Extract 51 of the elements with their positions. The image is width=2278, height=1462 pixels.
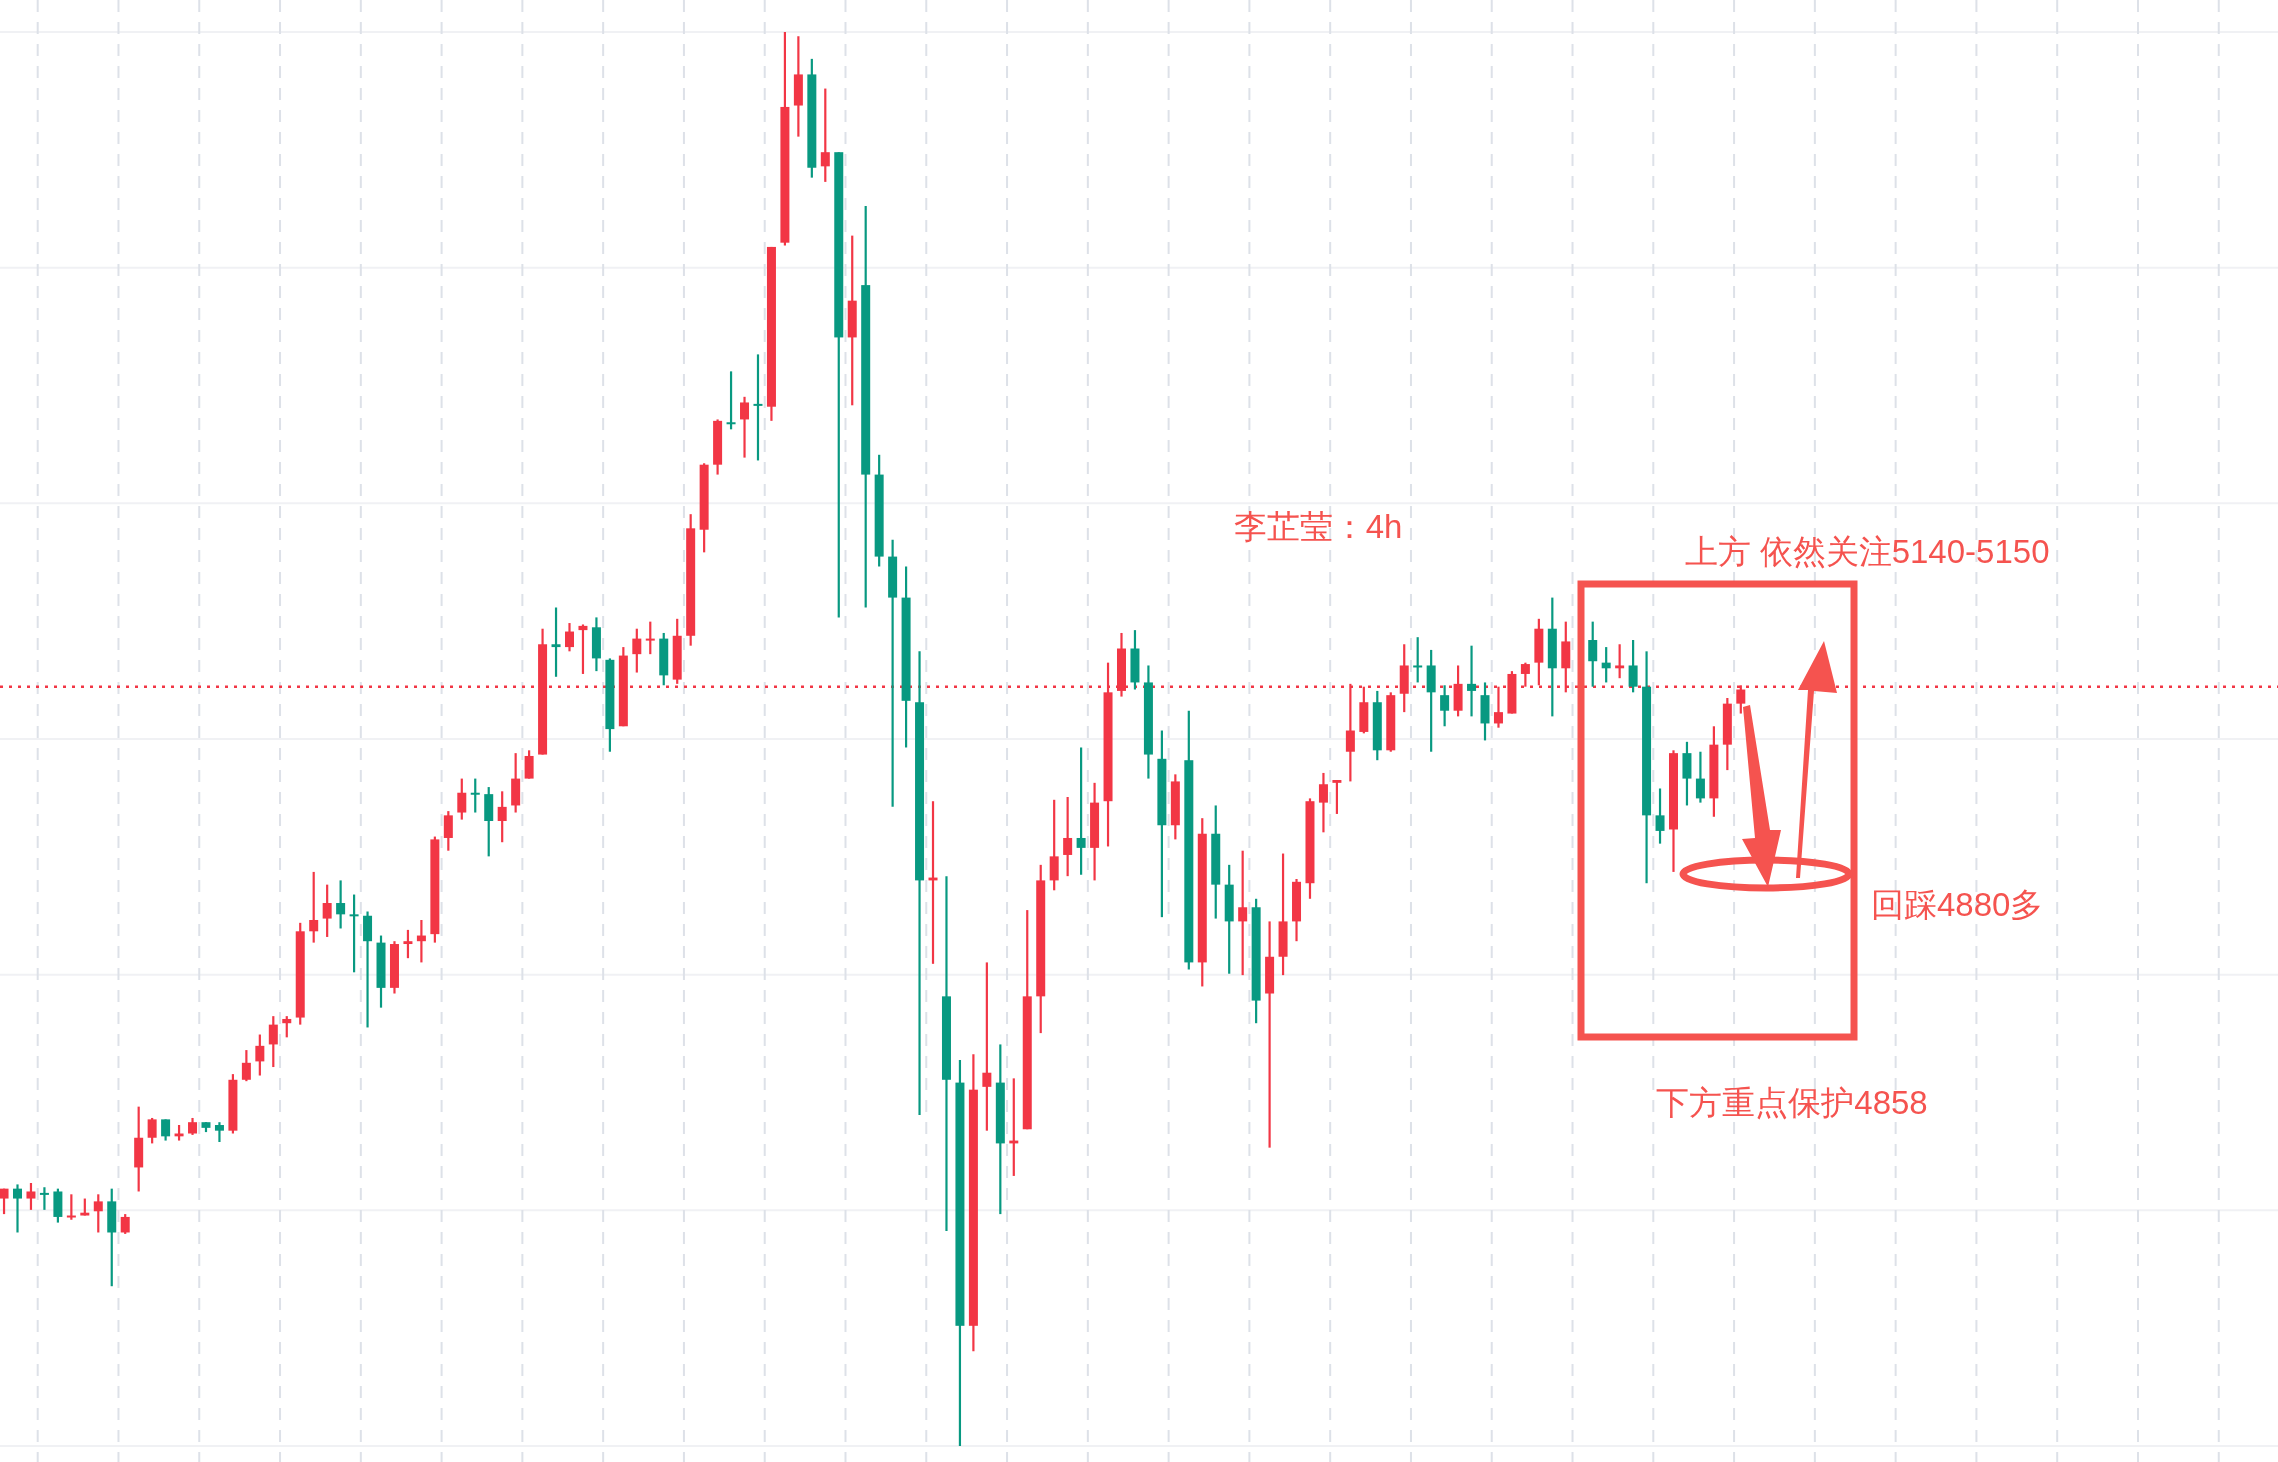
candlestick	[457, 777, 467, 821]
annotation: 李芷莹：4h	[1233, 508, 1403, 545]
candlestick	[1413, 636, 1423, 684]
candlestick	[93, 1193, 103, 1234]
candlestick	[13, 1183, 22, 1234]
candlestick	[255, 1033, 265, 1077]
candlestick	[982, 961, 992, 1132]
candlestick	[578, 623, 588, 676]
candlestick	[1695, 750, 1705, 804]
candlestick	[632, 627, 642, 674]
candlestick	[645, 620, 655, 656]
candlestick	[403, 928, 413, 960]
candlestick	[214, 1121, 224, 1144]
candlestick	[820, 87, 830, 183]
candlestick	[1063, 795, 1073, 878]
candlestick	[1318, 771, 1328, 834]
candlestick	[1628, 638, 1638, 694]
candlestick	[497, 790, 507, 844]
candlestick	[1440, 684, 1450, 728]
candlestick	[443, 810, 453, 852]
candlestick	[282, 1015, 292, 1039]
annotation: 下方重点保护4858	[1656, 1084, 1928, 1121]
candlestick	[753, 353, 763, 462]
candlestick	[268, 1015, 278, 1069]
candlestick	[322, 883, 332, 939]
candlestick	[1588, 620, 1598, 688]
candlestick	[1655, 787, 1665, 845]
candlestick	[0, 1187, 9, 1216]
candlestick	[740, 395, 750, 459]
candlestick	[349, 893, 359, 974]
candlestick	[470, 777, 480, 814]
candlestick	[161, 1118, 171, 1142]
candlestick	[1332, 778, 1342, 816]
candlestick	[726, 370, 736, 431]
text: 回踩4880多	[1871, 886, 2044, 923]
candlestick	[565, 621, 574, 653]
candlestick	[120, 1213, 130, 1235]
candlestick	[66, 1193, 76, 1221]
candlestick	[524, 749, 534, 780]
annotation: 上方 依然关注5140-5150	[1684, 533, 2050, 570]
candlestick	[309, 870, 319, 944]
candlestick	[1076, 746, 1086, 876]
candlestick	[39, 1186, 49, 1211]
candlestick	[26, 1181, 36, 1211]
candlestick	[551, 606, 561, 678]
candlestick	[336, 879, 346, 930]
candlestick	[241, 1048, 251, 1083]
candlestick	[147, 1116, 157, 1145]
candlestick	[1467, 644, 1477, 718]
candlestick	[1238, 849, 1248, 977]
candlestick	[1615, 643, 1625, 680]
